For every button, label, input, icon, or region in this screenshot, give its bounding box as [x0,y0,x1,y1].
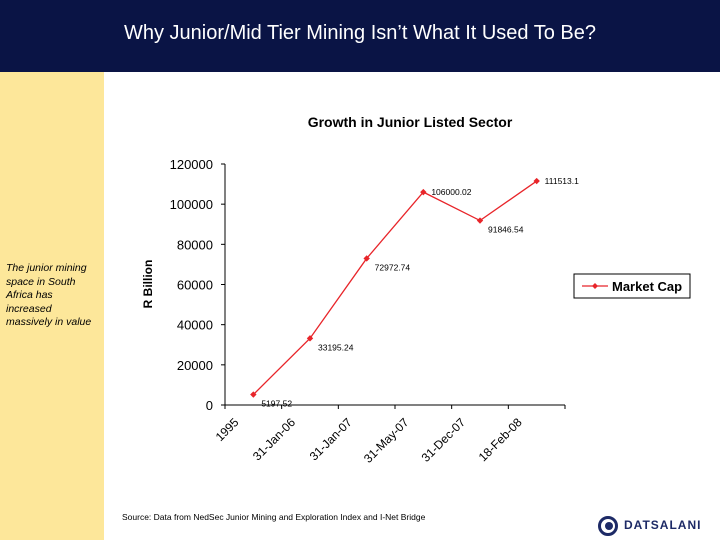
x-tick-label: 31-Jan-06 [250,415,298,463]
data-label: 106000.02 [431,187,471,197]
company-logo: DATSALANI [596,514,720,540]
source-note: Source: Data from NedSec Junior Mining a… [122,512,426,522]
data-point [533,177,540,185]
x-tick-label: 1995 [213,415,242,444]
data-label: 33195.24 [318,342,354,352]
data-label: 91846.54 [488,225,524,235]
legend-label-market-cap: Market Cap [612,279,682,294]
y-tick-label: 0 [206,398,213,413]
series-line-market-cap [252,180,538,396]
y-tick-label: 20000 [177,358,213,373]
y-tick-label: 100000 [170,197,213,212]
sidebar-note: The junior mining space in South Africa … [6,262,92,328]
y-tick-label: 40000 [177,318,213,333]
x-tick-label: 31-May-07 [361,415,412,466]
y-tick-label: 60000 [177,278,213,293]
y-tick-label: 120000 [170,157,213,172]
data-label: 111513.1 [545,176,579,186]
chart-title: Growth in Junior Listed Sector [308,114,513,130]
logo-name: DATSALANI [624,518,702,532]
slide-title: Why Junior/Mid Tier Mining Isn’t What It… [123,22,597,44]
datsalani-logo-icon [598,516,618,536]
data-point [420,188,427,196]
data-label: 72972.74 [375,262,411,272]
x-tick-label: 18-Feb-08 [476,415,525,464]
x-tick-label: 31-Dec-07 [419,415,469,465]
data-point [250,391,257,398]
data-point [306,335,314,342]
data-point [363,255,370,262]
slide-header: Why Junior/Mid Tier Mining Isn’t What It… [0,0,720,72]
y-axis-label: R Billion [141,260,155,309]
legend-marker-swatch [592,283,598,289]
data-label: 5197.52 [261,399,292,409]
x-tick-label: 31-Jan-07 [307,415,355,463]
y-tick-label: 80000 [177,237,213,252]
sidebar-panel: The junior mining space in South Africa … [0,72,104,540]
data-point [476,217,484,224]
